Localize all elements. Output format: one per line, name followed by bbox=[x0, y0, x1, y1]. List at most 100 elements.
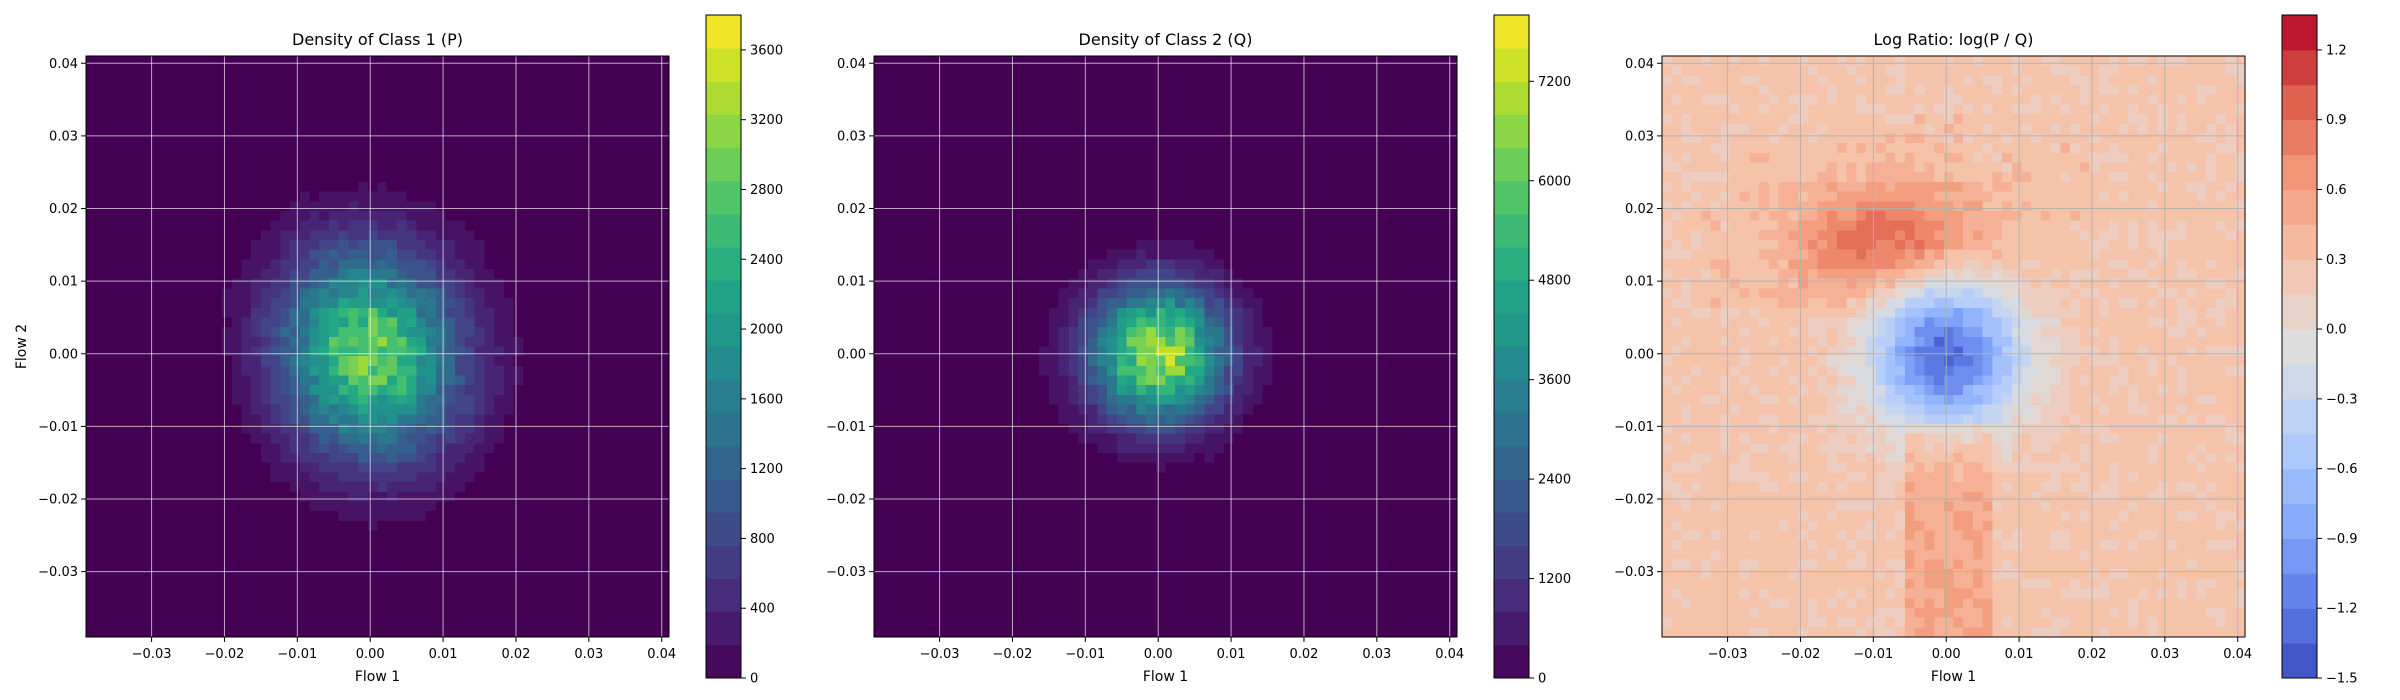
heatmap-cell bbox=[961, 104, 972, 115]
heatmap-cell bbox=[961, 143, 972, 154]
heatmap-cell bbox=[212, 472, 223, 483]
heatmap-cell bbox=[231, 133, 243, 144]
heatmap-cell bbox=[299, 375, 311, 386]
heatmap-cell bbox=[1048, 85, 1060, 96]
heatmap-cell bbox=[1068, 298, 1079, 309]
heatmap-cell bbox=[173, 307, 184, 319]
heatmap-cell bbox=[494, 627, 505, 638]
heatmap-cell bbox=[222, 617, 233, 628]
heatmap-cell bbox=[445, 607, 456, 619]
heatmap-cell bbox=[445, 375, 456, 386]
heatmap-cell bbox=[474, 491, 485, 503]
heatmap-cell bbox=[280, 569, 291, 580]
heatmap-cell bbox=[893, 85, 904, 96]
heatmap-cell bbox=[348, 462, 359, 473]
heatmap-cell bbox=[95, 336, 107, 348]
heatmap-cell bbox=[231, 336, 243, 348]
heatmap-cell bbox=[348, 404, 359, 415]
heatmap-cell bbox=[455, 443, 466, 454]
heatmap-cell bbox=[222, 181, 233, 193]
heatmap-cell bbox=[173, 249, 184, 260]
heatmap-cell bbox=[600, 511, 612, 522]
heatmap-cell bbox=[1068, 201, 1079, 212]
heatmap-cell bbox=[455, 114, 466, 125]
heatmap-cell bbox=[649, 472, 660, 483]
heatmap-cell bbox=[1039, 588, 1050, 599]
heatmap-cell bbox=[649, 239, 660, 251]
heatmap-cell bbox=[571, 172, 583, 183]
heatmap-cell bbox=[1000, 210, 1011, 222]
heatmap-cell bbox=[1019, 104, 1031, 115]
heatmap-cell bbox=[280, 114, 291, 125]
heatmap-cell bbox=[270, 423, 281, 435]
heatmap-cell bbox=[542, 491, 553, 503]
heatmap-cell bbox=[932, 85, 943, 96]
heatmap-cell bbox=[231, 356, 243, 367]
heatmap-cell bbox=[416, 143, 427, 154]
heatmap-cell bbox=[173, 346, 184, 357]
heatmap-cell bbox=[173, 123, 184, 135]
heatmap-cell bbox=[552, 123, 563, 135]
heatmap-cell bbox=[358, 627, 369, 638]
heatmap-cell bbox=[591, 307, 602, 319]
heatmap-cell bbox=[328, 385, 340, 396]
heatmap-cell bbox=[620, 152, 631, 164]
heatmap-cell bbox=[309, 394, 320, 406]
heatmap-cell bbox=[552, 482, 563, 493]
y-tick-label: 0.03 bbox=[49, 129, 78, 144]
heatmap-cell bbox=[348, 569, 359, 580]
heatmap-cell bbox=[630, 307, 641, 319]
heatmap-cell bbox=[523, 278, 534, 289]
heatmap-cell bbox=[552, 472, 563, 483]
heatmap-cell bbox=[280, 123, 291, 135]
heatmap-cell bbox=[1068, 443, 1079, 454]
heatmap-cell bbox=[990, 269, 1001, 280]
heatmap-cell bbox=[1068, 56, 1079, 67]
heatmap-cell bbox=[513, 75, 524, 86]
heatmap-cell bbox=[591, 356, 602, 367]
heatmap-cell bbox=[951, 114, 963, 125]
heatmap-cell bbox=[202, 230, 213, 241]
colorbar-band bbox=[706, 479, 741, 513]
heatmap-cell bbox=[649, 540, 660, 551]
heatmap-cell bbox=[951, 162, 963, 173]
heatmap-cell bbox=[581, 627, 592, 638]
heatmap-cell bbox=[435, 201, 447, 212]
heatmap-cell bbox=[270, 501, 281, 512]
heatmap-cell bbox=[377, 433, 388, 444]
heatmap-cell bbox=[874, 598, 885, 609]
heatmap-cell bbox=[183, 559, 194, 570]
heatmap-cell bbox=[222, 201, 233, 212]
heatmap-cell bbox=[270, 75, 281, 86]
heatmap-cell bbox=[183, 94, 194, 106]
heatmap-cell bbox=[212, 143, 223, 154]
heatmap-cell bbox=[358, 549, 369, 561]
heatmap-cell bbox=[231, 75, 243, 86]
heatmap-cell bbox=[523, 530, 534, 541]
heatmap-cell bbox=[416, 288, 427, 299]
heatmap-cell bbox=[610, 356, 622, 367]
heatmap-cell bbox=[552, 559, 563, 570]
heatmap-cell bbox=[260, 259, 272, 270]
chart-title: Density of Class 1 (P) bbox=[292, 30, 463, 49]
heatmap-cell bbox=[951, 269, 963, 280]
heatmap-cell bbox=[562, 540, 573, 551]
heatmap-cell bbox=[1010, 230, 1021, 241]
heatmap-cell bbox=[445, 85, 456, 96]
heatmap-cell bbox=[212, 627, 223, 638]
heatmap-cell bbox=[396, 56, 408, 67]
heatmap-cell bbox=[241, 569, 252, 580]
heatmap-cell bbox=[426, 559, 437, 570]
heatmap-cell bbox=[610, 346, 622, 357]
heatmap-cell bbox=[192, 56, 204, 67]
heatmap-cell bbox=[464, 423, 476, 435]
heatmap-cell bbox=[299, 443, 311, 454]
heatmap-cell bbox=[154, 394, 165, 406]
heatmap-cell bbox=[348, 482, 359, 493]
heatmap-cell bbox=[630, 607, 641, 619]
heatmap-cell bbox=[961, 433, 972, 444]
heatmap-cell bbox=[484, 588, 495, 599]
heatmap-cell bbox=[503, 491, 515, 503]
heatmap-cell bbox=[591, 423, 602, 435]
heatmap-cell bbox=[212, 133, 223, 144]
